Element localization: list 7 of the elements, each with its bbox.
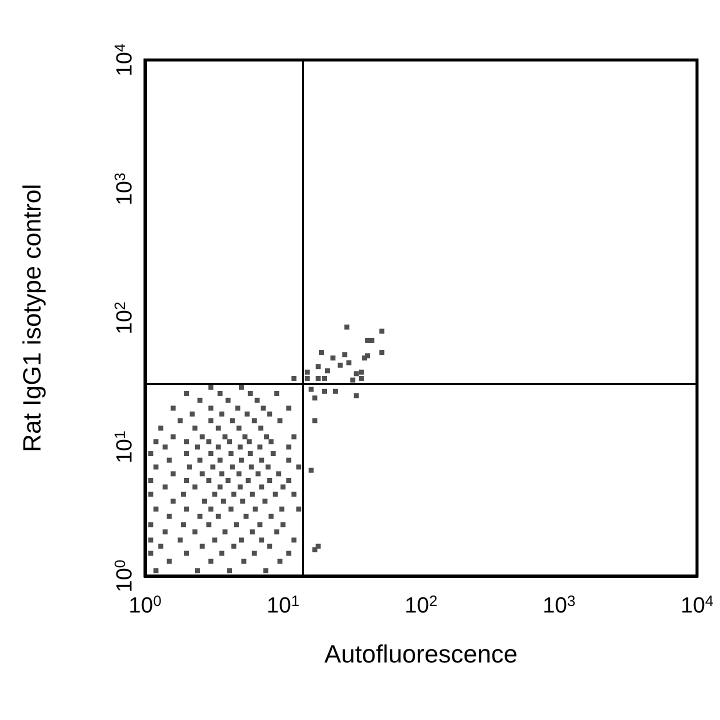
y-tick-label: 104 xyxy=(112,44,136,76)
y-axis-title: Rat IgG1 isotype control xyxy=(18,184,46,452)
y-tick-label: 102 xyxy=(112,302,136,334)
y-tick-label: 100 xyxy=(112,560,136,592)
y-tick-label: 101 xyxy=(112,430,136,464)
x-axis-title: Autofluorescence xyxy=(324,640,518,668)
y-tick-label: 103 xyxy=(112,172,136,206)
